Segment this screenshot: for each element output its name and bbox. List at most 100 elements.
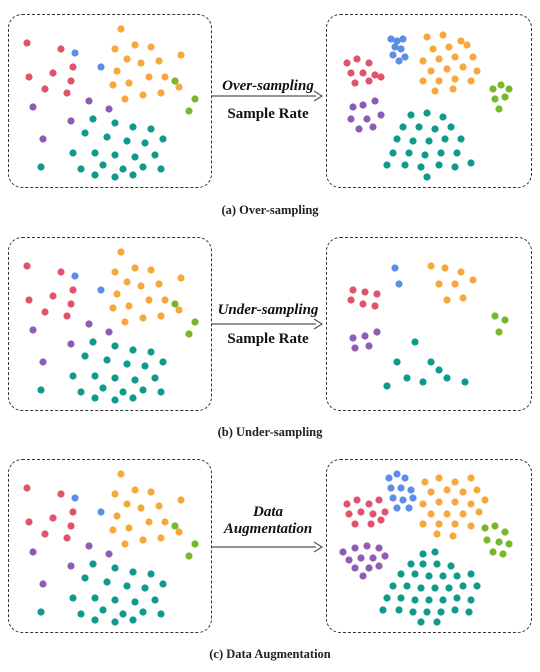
teal-point bbox=[159, 135, 167, 143]
teal-point bbox=[437, 608, 445, 616]
teal-point bbox=[415, 123, 423, 131]
teal-point bbox=[383, 382, 391, 390]
teal-point bbox=[465, 608, 473, 616]
teal-point bbox=[411, 596, 419, 604]
teal-point bbox=[147, 348, 155, 356]
teal-point bbox=[111, 396, 119, 404]
orange-point bbox=[473, 67, 481, 75]
teal-point bbox=[437, 149, 445, 157]
orange-point bbox=[131, 264, 139, 272]
orange-point bbox=[177, 51, 185, 59]
teal-point bbox=[129, 568, 137, 576]
orange-point bbox=[109, 81, 117, 89]
orange-point bbox=[435, 55, 443, 63]
teal-point bbox=[37, 386, 45, 394]
purple-point bbox=[339, 548, 347, 556]
orange-point bbox=[111, 268, 119, 276]
red-point bbox=[381, 508, 389, 516]
orange-point bbox=[427, 488, 435, 496]
blue-point bbox=[387, 484, 395, 492]
teal-point bbox=[467, 596, 475, 604]
red-point bbox=[25, 296, 33, 304]
teal-point bbox=[379, 606, 387, 614]
teal-point bbox=[141, 362, 149, 370]
orange-point bbox=[109, 304, 117, 312]
teal-point bbox=[417, 163, 425, 171]
teal-point bbox=[397, 594, 405, 602]
teal-point bbox=[147, 125, 155, 133]
purple-point bbox=[29, 548, 37, 556]
teal-point bbox=[467, 570, 475, 578]
orange-point bbox=[435, 498, 443, 506]
orange-point bbox=[451, 75, 459, 83]
teal-point bbox=[91, 394, 99, 402]
red-point bbox=[67, 77, 75, 85]
red-point bbox=[347, 296, 355, 304]
purple-point bbox=[67, 340, 75, 348]
scatter-plot bbox=[23, 25, 199, 181]
red-point bbox=[23, 39, 31, 47]
teal-point bbox=[441, 135, 449, 143]
blue-point bbox=[401, 53, 409, 61]
teal-point bbox=[467, 159, 475, 167]
orange-point bbox=[419, 77, 427, 85]
orange-point bbox=[459, 510, 467, 518]
orange-point bbox=[467, 474, 475, 482]
orange-point bbox=[161, 518, 169, 526]
orange-point bbox=[435, 280, 443, 288]
orange-point bbox=[157, 534, 165, 542]
purple-point bbox=[375, 544, 383, 552]
red-point bbox=[25, 518, 33, 526]
purple-point bbox=[349, 334, 357, 342]
orange-point bbox=[155, 280, 163, 288]
orange-point bbox=[429, 45, 437, 53]
red-point bbox=[351, 79, 359, 87]
orange-point bbox=[123, 278, 131, 286]
green-point bbox=[185, 107, 193, 115]
teal-point bbox=[443, 374, 451, 382]
orange-point bbox=[123, 55, 131, 63]
red-point bbox=[365, 77, 373, 85]
green-point bbox=[495, 105, 503, 113]
orange-point bbox=[457, 37, 465, 45]
green-point bbox=[191, 318, 199, 326]
teal-point bbox=[89, 560, 97, 568]
blue-point bbox=[71, 494, 79, 502]
teal-point bbox=[389, 582, 397, 590]
orange-point bbox=[145, 73, 153, 81]
red-point bbox=[361, 288, 369, 296]
purple-point bbox=[347, 115, 355, 123]
red-point bbox=[359, 300, 367, 308]
teal-point bbox=[111, 119, 119, 127]
orange-point bbox=[113, 512, 121, 520]
orange-point bbox=[117, 248, 125, 256]
orange-point bbox=[451, 53, 459, 61]
orange-point bbox=[451, 280, 459, 288]
teal-point bbox=[129, 171, 137, 179]
blue-point bbox=[393, 37, 401, 45]
teal-point bbox=[139, 386, 147, 394]
orange-point bbox=[459, 63, 467, 71]
orange-point bbox=[147, 43, 155, 51]
teal-point bbox=[129, 394, 137, 402]
green-point bbox=[185, 330, 193, 338]
teal-point bbox=[383, 161, 391, 169]
teal-point bbox=[157, 388, 165, 396]
orange-point bbox=[445, 43, 453, 51]
orange-point bbox=[469, 276, 477, 284]
teal-point bbox=[393, 135, 401, 143]
blue-point bbox=[385, 474, 393, 482]
teal-point bbox=[459, 582, 467, 590]
orange-point bbox=[117, 470, 125, 478]
teal-point bbox=[405, 149, 413, 157]
orange-point bbox=[439, 31, 447, 39]
teal-point bbox=[91, 171, 99, 179]
orange-point bbox=[451, 478, 459, 486]
red-point bbox=[365, 500, 373, 508]
red-point bbox=[365, 59, 373, 67]
teal-point bbox=[111, 564, 119, 572]
orange-point bbox=[467, 522, 475, 530]
teal-point bbox=[89, 338, 97, 346]
green-point bbox=[185, 552, 193, 560]
purple-point bbox=[369, 554, 377, 562]
